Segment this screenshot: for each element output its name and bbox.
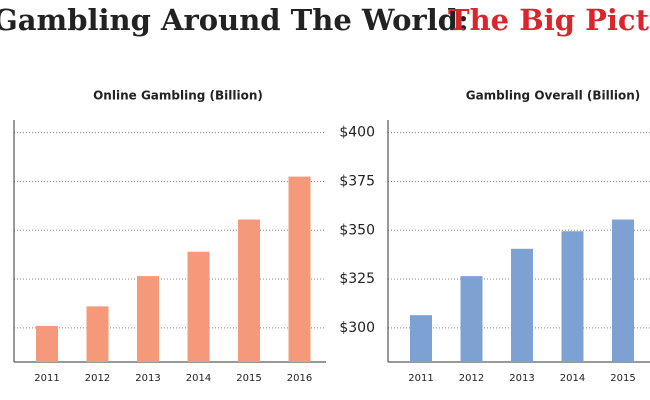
x-tick-label: 2012 xyxy=(459,373,484,384)
bar xyxy=(612,219,634,362)
bar xyxy=(187,251,210,362)
x-tick-label: 2012 xyxy=(85,373,110,384)
chart-title: Gambling Overall (Billion) xyxy=(466,89,641,103)
bar xyxy=(561,231,584,362)
bar xyxy=(511,248,533,362)
x-tick-label: 2011 xyxy=(408,373,433,384)
x-tick-label: 2016 xyxy=(287,373,312,384)
bar xyxy=(86,306,109,362)
bar xyxy=(460,276,483,362)
x-tick-label: 2014 xyxy=(560,373,585,384)
x-tick-label: 2011 xyxy=(34,373,59,384)
y-tick-label: $375 xyxy=(339,173,375,189)
x-tick-label: 2013 xyxy=(509,373,534,384)
y-tick-label: $400 xyxy=(339,125,375,141)
bar xyxy=(137,276,159,362)
x-tick-label: 2015 xyxy=(236,373,261,384)
bar xyxy=(36,325,58,362)
x-tick-label: 2013 xyxy=(135,373,160,384)
bar xyxy=(288,176,311,362)
x-tick-label: 2015 xyxy=(610,373,635,384)
bar xyxy=(410,315,432,362)
page-title-highlight: The Big Pictu xyxy=(448,3,650,37)
x-tick-label: 2014 xyxy=(186,373,211,384)
page-title: Gambling Around The World: xyxy=(0,3,469,37)
y-tick-label: $325 xyxy=(339,271,375,287)
chart-title: Online Gambling (Billion) xyxy=(93,89,263,103)
y-tick-label: $350 xyxy=(339,222,375,238)
y-tick-label: $300 xyxy=(339,320,375,336)
bar xyxy=(238,219,260,362)
